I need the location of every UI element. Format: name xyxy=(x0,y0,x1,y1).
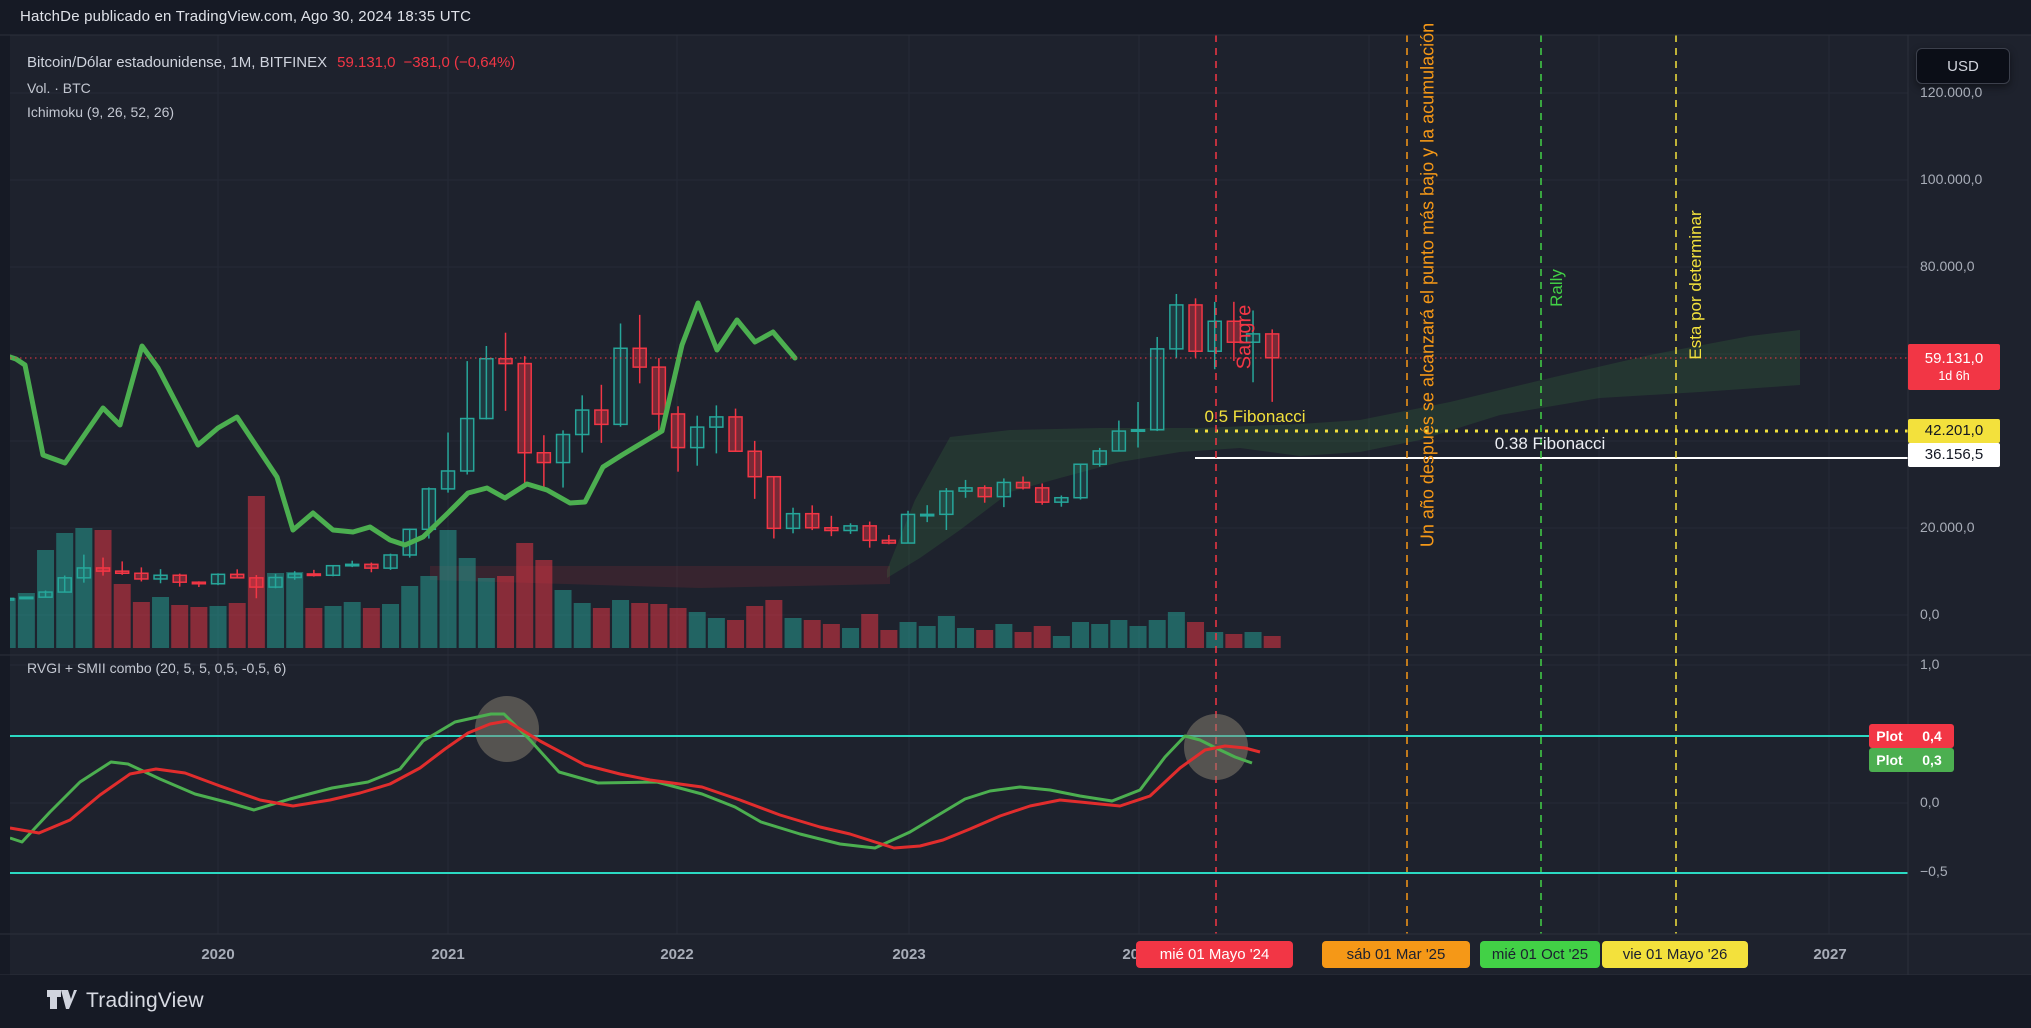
year-label: 2022 xyxy=(660,946,694,963)
price-label-countdown: 1d 6h xyxy=(1938,368,1970,383)
last-price-label: 59.131,0 1d 6h xyxy=(1908,344,2000,390)
year-label: 2021 xyxy=(431,946,465,963)
time-event-label: sáb 01 Mar '25 xyxy=(1322,941,1470,968)
time-event-label: vie 01 Mayo '26 xyxy=(1602,941,1748,968)
year-label: 2020 xyxy=(201,946,235,963)
symbol-legend[interactable]: Bitcoin/Dólar estadounidense, 1M, BITFIN… xyxy=(27,54,515,71)
vline-annotation-text: Un año después se alcanzará el punto más… xyxy=(1417,22,1438,548)
price-axis-tick: 120.000,0 xyxy=(1920,84,1983,100)
fib-05-price-label: 42.201,0 xyxy=(1908,419,2000,443)
price-axis-tick: 100.000,0 xyxy=(1920,171,1983,187)
fib-038-price-label: 36.156,5 xyxy=(1908,443,2000,467)
ichimoku-legend[interactable]: Ichimoku (9, 26, 52, 26) xyxy=(27,104,175,120)
plot-value-row: Plot 0,3 xyxy=(1869,748,1954,772)
legend-last-price: 59.131,0 xyxy=(337,54,396,71)
chart-background xyxy=(0,35,2031,975)
plot-value-row: Plot 0,4 xyxy=(1869,724,1954,748)
symbol-title: Bitcoin/Dólar estadounidense, 1M, BITFIN… xyxy=(27,54,328,71)
plot-value: 0,3 xyxy=(1922,752,1942,768)
year-label: 2027 xyxy=(1813,946,1847,963)
plot-value: 0,4 xyxy=(1922,728,1942,744)
vline-annotation-text: Sangre xyxy=(1233,304,1256,370)
tradingview-watermark[interactable]: TradingView xyxy=(86,989,204,1012)
tradingview-logo-icon[interactable] xyxy=(46,988,78,1014)
oscillator-legend[interactable]: RVGI + SMII combo (20, 5, 5, 0,5, -0,5, … xyxy=(27,660,287,676)
fib-level-label: 0.38 Fibonacci xyxy=(1494,434,1606,453)
publish-info: HatchDe publicado en TradingView.com, Ag… xyxy=(20,8,472,25)
plot-name: Plot xyxy=(1876,752,1903,768)
price-axis-tick: 0,0 xyxy=(1920,794,1940,810)
price-axis-tick: −0,5 xyxy=(1920,863,1948,879)
legend-change: −381,0 (−0,64%) xyxy=(403,54,516,71)
time-event-label: mié 01 Mayo '24 xyxy=(1136,941,1293,968)
year-label: 2023 xyxy=(892,946,926,963)
time-event-label: mié 01 Oct '25 xyxy=(1480,941,1600,968)
vline-annotation-text: Esta por determinar xyxy=(1686,210,1705,360)
price-axis-tick: 20.000,0 xyxy=(1920,519,1975,535)
price-axis-tick: 1,0 xyxy=(1920,656,1940,672)
price-label-value: 36.156,5 xyxy=(1924,445,1984,463)
volume-legend[interactable]: Vol. · BTC xyxy=(27,80,91,96)
vline-annotation-text: Rally xyxy=(1547,269,1566,307)
fib-level-label: 0.5 Fibonacci xyxy=(1204,407,1306,426)
currency-button[interactable]: USD xyxy=(1916,48,2010,84)
price-axis-tick: 0,0 xyxy=(1920,606,1940,622)
price-label-value: 42.201,0 xyxy=(1924,421,1984,439)
footer-bar xyxy=(0,975,2031,1028)
price-axis-tick: 80.000,0 xyxy=(1920,258,1975,274)
price-label-value: 59.131,0 xyxy=(1924,349,1984,367)
plot-name: Plot xyxy=(1876,728,1903,744)
